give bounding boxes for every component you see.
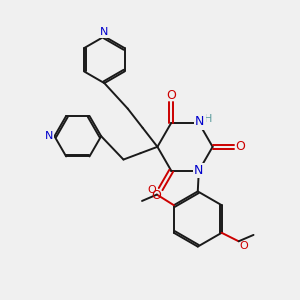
- Text: N: N: [195, 116, 205, 128]
- Text: O: O: [166, 89, 176, 102]
- Text: O: O: [240, 241, 248, 250]
- Text: O: O: [152, 189, 161, 202]
- Text: O: O: [235, 140, 245, 153]
- Text: N: N: [45, 131, 53, 141]
- Text: N: N: [194, 164, 203, 177]
- Text: N: N: [100, 27, 109, 37]
- Text: H: H: [204, 114, 213, 124]
- Text: O: O: [147, 185, 156, 195]
